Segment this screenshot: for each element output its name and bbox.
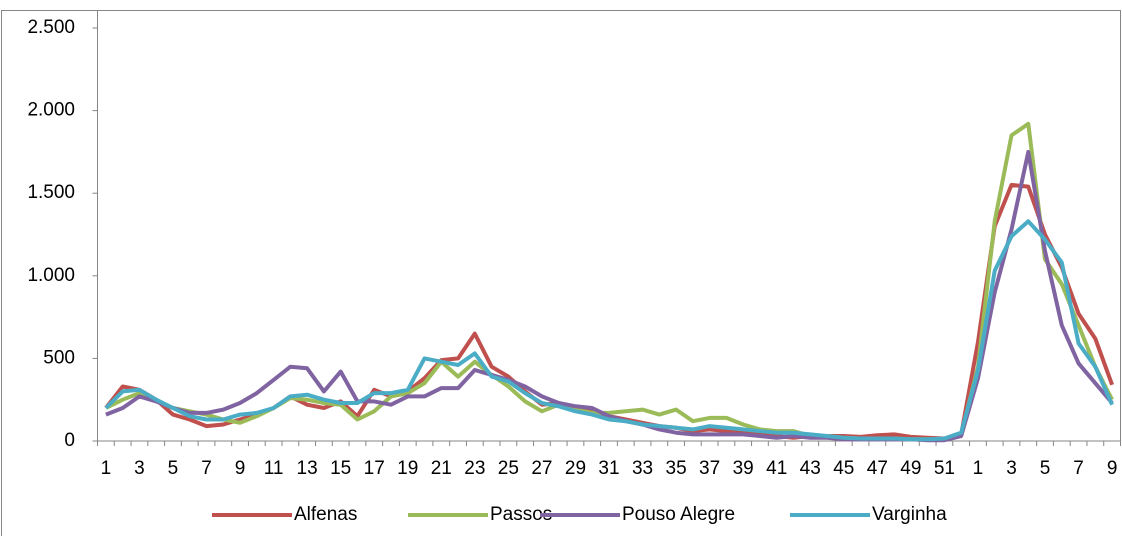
legend-label: Passos [490,504,552,525]
x-tick-label: 45 [833,458,854,479]
x-tick-label: 31 [598,458,619,479]
y-tick-label: 1.500 [27,182,75,203]
x-tick-label: 15 [330,458,351,479]
y-tick-label: 0 [64,430,75,451]
x-tick-label: 39 [733,458,754,479]
series-line [105,149,1114,443]
x-tick-label: 13 [297,458,318,479]
x-tick-label: 41 [766,458,787,479]
plot-border [97,10,1121,442]
x-tick-label: 1 [101,458,112,479]
x-tick-label: 27 [531,458,552,479]
legend-label: Pouso Alegre [622,504,735,525]
series-line [104,182,1114,441]
x-tick-label: 23 [464,458,485,479]
x-tick-label: 17 [364,458,385,479]
x-tick-label: 11 [264,458,284,479]
series-line [104,219,1114,442]
x-tick-label: 33 [632,458,653,479]
legend-label: Alfenas [294,504,357,525]
x-tick-label: 3 [134,458,145,479]
x-tick-label: 3 [1006,458,1017,479]
y-tick-label: 2.500 [27,17,75,38]
y-tick-label: 500 [43,347,75,368]
x-tick-label: 1 [973,458,984,479]
x-tick-label: 5 [168,458,179,479]
x-tick-label: 47 [867,458,888,479]
x-tick-label: 43 [800,458,821,479]
x-tick-label: 19 [397,458,418,479]
x-tick-label: 7 [201,458,212,479]
x-tick-label: 9 [235,458,246,479]
x-tick-label: 37 [699,458,720,479]
x-tick-label: 49 [900,458,921,479]
legend-label: Varginha [872,504,947,525]
x-tick-label: 35 [666,458,687,479]
x-tick-label: 21 [431,458,452,479]
y-tick-label: 1.000 [27,265,75,286]
x-tick-label: 29 [565,458,586,479]
y-tick-label: 2.000 [27,100,75,121]
x-tick-label: 9 [1107,458,1118,479]
x-tick-label: 51 [934,458,955,479]
x-tick-label: 5 [1040,458,1051,479]
x-tick-label: 7 [1073,458,1084,479]
x-tick-label: 25 [498,458,519,479]
